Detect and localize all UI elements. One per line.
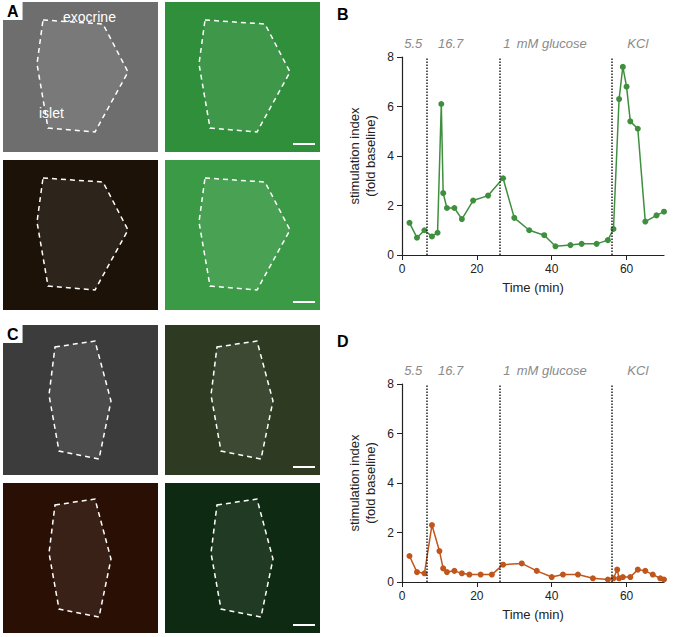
svg-text:40: 40 [545,262,559,276]
svg-text:(fold baseline): (fold baseline) [363,115,378,197]
svg-text:B: B [337,6,349,23]
svg-text:5.5: 5.5 [404,363,423,378]
svg-text:(fold baseline): (fold baseline) [363,442,378,524]
svg-text:4: 4 [387,149,394,163]
svg-text:16.7: 16.7 [438,363,464,378]
svg-text:60: 60 [620,262,634,276]
svg-text:stimulation index: stimulation index [347,107,362,204]
svg-text:2: 2 [387,526,394,540]
svg-text:6: 6 [387,100,394,114]
svg-text:60: 60 [620,589,634,603]
svg-text:mM glucose: mM glucose [517,36,587,51]
svg-text:6: 6 [387,427,394,441]
svg-text:4: 4 [387,476,394,490]
svg-text:Time (min): Time (min) [502,607,564,622]
svg-text:Time (min): Time (min) [502,280,564,295]
svg-text:D: D [337,333,349,350]
svg-text:2: 2 [387,199,394,213]
svg-text:exocrine: exocrine [63,9,116,25]
svg-text:20: 20 [470,589,484,603]
svg-text:0: 0 [399,589,406,603]
svg-text:1: 1 [503,36,510,51]
svg-text:islet: islet [39,105,64,121]
svg-text:0: 0 [387,248,394,262]
svg-text:1: 1 [503,363,510,378]
svg-text:40: 40 [545,589,559,603]
svg-text:KCl: KCl [627,363,649,378]
svg-text:KCl: KCl [627,36,649,51]
svg-text:0: 0 [387,575,394,589]
svg-text:20: 20 [470,262,484,276]
svg-text:16.7: 16.7 [438,36,464,51]
svg-text:stimulation index: stimulation index [347,434,362,531]
svg-text:mM glucose: mM glucose [517,363,587,378]
svg-text:5.5: 5.5 [404,36,423,51]
svg-text:8: 8 [387,50,394,64]
svg-text:8: 8 [387,377,394,391]
svg-text:C: C [7,326,19,343]
svg-text:0: 0 [399,262,406,276]
svg-text:A: A [7,3,19,20]
